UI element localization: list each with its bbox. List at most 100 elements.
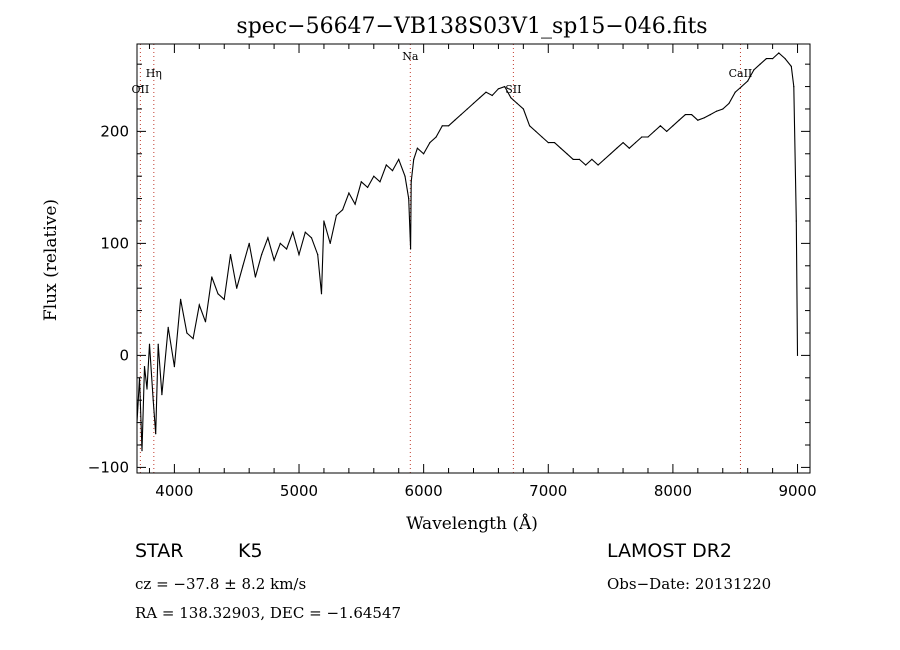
data-point xyxy=(416,147,418,149)
data-point xyxy=(610,153,612,155)
data-point xyxy=(423,153,425,155)
data-point xyxy=(373,175,375,177)
data-point xyxy=(348,192,350,194)
data-point xyxy=(659,125,662,127)
data-point xyxy=(261,254,263,256)
observation-date: Obs−Date: 20131220 xyxy=(607,575,772,593)
data-point xyxy=(703,117,705,119)
y-tick-label: 200 xyxy=(100,122,129,140)
data-point xyxy=(317,254,319,256)
data-point xyxy=(666,130,668,132)
data-point xyxy=(435,136,437,138)
data-point xyxy=(678,119,680,121)
data-point xyxy=(510,97,512,99)
data-point xyxy=(603,158,606,160)
data-point xyxy=(398,158,400,160)
spectral-subclass: K5 xyxy=(238,540,263,562)
x-tick-label: 7000 xyxy=(529,482,567,500)
data-point xyxy=(391,170,394,172)
data-point xyxy=(304,231,306,233)
data-point xyxy=(740,86,743,88)
data-point xyxy=(441,125,443,127)
data-point xyxy=(597,164,599,166)
data-point xyxy=(541,136,543,138)
data-point xyxy=(157,343,159,345)
data-point xyxy=(320,293,323,295)
data-point xyxy=(192,338,194,340)
data-point xyxy=(180,298,182,300)
data-point xyxy=(722,108,724,110)
data-point xyxy=(647,136,649,138)
data-point xyxy=(248,242,250,244)
data-point xyxy=(784,58,786,60)
data-point xyxy=(684,114,687,116)
data-point xyxy=(504,86,506,88)
data-point xyxy=(152,399,154,401)
plot-series xyxy=(136,52,799,452)
data-point xyxy=(148,343,151,345)
data-point xyxy=(273,259,275,261)
data-point xyxy=(522,108,525,110)
data-point xyxy=(155,433,157,435)
data-point xyxy=(410,248,412,250)
data-point xyxy=(454,119,456,121)
data-point xyxy=(485,91,487,93)
data-point xyxy=(173,366,175,368)
data-point xyxy=(560,147,562,149)
data-point xyxy=(354,203,356,205)
data-point xyxy=(410,181,412,183)
data-point xyxy=(753,69,755,71)
data-point xyxy=(691,114,693,116)
x-tick-label: 9000 xyxy=(778,482,816,500)
spectral-line-label-3: SII xyxy=(505,83,521,96)
data-point xyxy=(709,114,711,116)
y-tick-label: 0 xyxy=(119,346,129,364)
y-axis-label: Flux (relative) xyxy=(41,199,61,321)
data-point xyxy=(491,94,493,97)
data-point xyxy=(778,52,780,54)
data-point xyxy=(385,164,387,166)
spectral-line-label-2: Na xyxy=(402,50,419,63)
data-point xyxy=(566,153,568,155)
data-point xyxy=(198,304,200,306)
data-point xyxy=(460,114,462,116)
data-point xyxy=(547,142,549,144)
data-point xyxy=(448,125,450,127)
data-point xyxy=(472,102,475,104)
spectral-line-label-4: CaII xyxy=(729,67,753,80)
data-point xyxy=(641,136,643,138)
x-axis-label: Wavelength (Å) xyxy=(406,513,538,534)
spectral-line-markers: OII Hη Na SII CaII xyxy=(132,44,753,473)
data-point xyxy=(413,158,415,160)
data-point xyxy=(408,198,410,200)
data-point xyxy=(335,214,337,216)
data-point xyxy=(298,254,300,256)
data-point xyxy=(466,108,468,110)
data-point xyxy=(795,220,797,222)
data-point xyxy=(772,58,774,60)
data-point xyxy=(728,102,730,104)
data-point xyxy=(622,142,624,144)
spectral-line-label-1: Hη xyxy=(146,67,162,80)
data-point xyxy=(529,125,531,127)
x-tick-label: 4000 xyxy=(155,482,193,500)
x-tick-label: 6000 xyxy=(405,482,443,500)
data-point xyxy=(765,58,768,60)
data-point xyxy=(628,147,630,149)
data-point xyxy=(186,332,188,334)
data-point xyxy=(323,220,325,222)
axes-frame xyxy=(136,43,811,474)
object-class: STAR xyxy=(135,540,184,562)
data-point xyxy=(759,63,761,65)
data-point xyxy=(379,181,381,183)
data-point xyxy=(572,158,574,160)
x-tick-label: 5000 xyxy=(280,482,318,500)
data-point xyxy=(790,65,792,67)
x-tick-label: 8000 xyxy=(654,482,692,500)
data-point xyxy=(591,158,593,160)
data-point xyxy=(404,175,406,177)
data-point xyxy=(553,142,556,144)
data-point xyxy=(342,209,344,211)
data-point xyxy=(329,242,331,244)
